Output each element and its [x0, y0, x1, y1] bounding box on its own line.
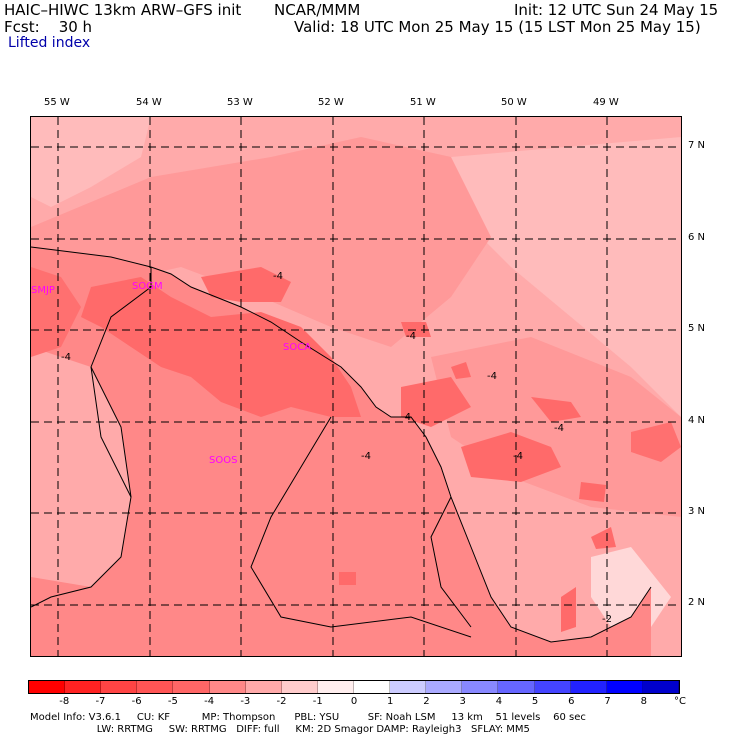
colorbar-tick-label: 8	[640, 696, 647, 707]
colorbar-segment	[606, 681, 643, 693]
light-region	[451, 137, 681, 417]
lon-label: 50 W	[501, 97, 527, 108]
colorbar-segment	[534, 681, 571, 693]
contour-label: -4	[513, 451, 523, 462]
colorbar-tick-label: -3	[240, 696, 251, 707]
model-title: HAIC–HIWC 13km ARW–GFS init	[4, 1, 242, 19]
colorbar-segment	[353, 681, 391, 693]
colorbar	[28, 680, 680, 694]
convective-cell	[401, 377, 471, 427]
colorbar-segment	[29, 681, 66, 693]
coastline	[31, 246, 652, 643]
model-info-line2: LW: RRTMG SW: RRTMG DIFF: full KM: 2D Sm…	[30, 724, 530, 735]
map-panel: -4 -4 -4 -4 -4 -4 -4 -4 -2 SMJP SOGM SOC…	[30, 116, 682, 657]
colorbar-segment	[642, 681, 679, 693]
station-label: SMJP	[31, 285, 55, 296]
convective-cell	[81, 277, 361, 417]
colorbar-unit: °C	[674, 696, 686, 707]
convective-cell	[579, 482, 606, 502]
lat-label: 5 N	[688, 323, 706, 334]
init-time: Init: 12 UTC Sun 24 May 15	[514, 1, 719, 19]
colorbar-segment	[570, 681, 607, 693]
station-label: SOOS	[209, 455, 237, 466]
colorbar-tick-label: 3	[459, 696, 466, 707]
convective-cell	[631, 422, 681, 462]
convective-cell	[591, 527, 616, 549]
colorbar-tick-label: 7	[604, 696, 611, 707]
field-name: Lifted index	[8, 35, 91, 51]
station-label: SOGM	[132, 281, 163, 292]
colorbar-tick-label: 4	[495, 696, 503, 707]
colorbar-tick-label: -8	[59, 696, 70, 707]
mid-region	[431, 337, 681, 517]
valid-time: Valid: 18 UTC Mon 25 May 15 (15 LST Mon …	[294, 18, 701, 36]
colorbar-segment	[65, 681, 102, 693]
lon-label: 54 W	[136, 97, 162, 108]
mid-region	[31, 137, 491, 347]
convective-cell	[201, 267, 291, 302]
colorbar-tick-label: 2	[423, 696, 430, 707]
contour-label: -2	[602, 614, 612, 625]
station-label: SOCA	[283, 342, 311, 353]
colorbar-segment	[173, 681, 210, 693]
convective-cell	[561, 587, 576, 632]
org-label: NCAR/MMM	[274, 1, 361, 19]
convective-cell	[31, 267, 81, 357]
country-border	[250, 416, 472, 638]
colorbar-tick-label: 5	[531, 696, 539, 707]
lon-label: 55 W	[44, 97, 70, 108]
colorbar-segment	[498, 681, 535, 693]
convective-cell	[461, 432, 561, 482]
colorbar-tick-label: 6	[568, 696, 575, 707]
lat-label: 6 N	[688, 232, 706, 243]
colorbar-segment	[209, 681, 246, 693]
colorbar-tick-label: -1	[312, 696, 323, 707]
colorbar-tick-label: -4	[204, 696, 215, 707]
country-border	[430, 496, 472, 628]
country-border	[90, 366, 132, 498]
colorbar-tick-label: -6	[131, 696, 142, 707]
map-svg: -4 -4 -4 -4 -4 -4 -4 -4 -2 SMJP SOGM SOC…	[31, 117, 681, 656]
contour-label: -4	[273, 271, 283, 282]
colorbar-tick-label: 0	[350, 696, 358, 707]
lat-label: 7 N	[688, 140, 706, 151]
lat-label: 2 N	[688, 597, 706, 608]
convective-cell	[339, 572, 356, 585]
contour-label: -4	[401, 412, 411, 423]
colorbar-segment	[137, 681, 174, 693]
lat-label: 4 N	[688, 415, 706, 426]
colorbar-tick-label: 1	[387, 696, 394, 707]
colorbar-segment	[245, 681, 282, 693]
contour-label: -4	[61, 352, 71, 363]
forecast-hour: Fcst: 30 h	[4, 18, 93, 36]
convective-cell	[531, 397, 581, 422]
colorbar-segment	[462, 681, 499, 693]
colorbar-tick-label: -7	[95, 696, 106, 707]
contour-label: -4	[554, 423, 564, 434]
colorbar-segment	[101, 681, 138, 693]
colorbar-tick-label: -5	[167, 696, 178, 707]
lon-label: 52 W	[318, 97, 344, 108]
contour-label: -4	[361, 451, 371, 462]
lat-label: 3 N	[688, 506, 706, 517]
model-info-line1: Model Info: V3.6.1 CU: KF MP: Thompson P…	[30, 712, 586, 723]
light-region	[31, 117, 151, 207]
colorbar-segment	[317, 681, 354, 693]
colorbar-segment	[281, 681, 318, 693]
lon-label: 49 W	[593, 97, 619, 108]
colorbar-tick-label: -2	[276, 696, 287, 707]
lon-label: 53 W	[227, 97, 253, 108]
country-border	[31, 267, 152, 608]
graticule	[31, 117, 681, 656]
lon-label: 51 W	[410, 97, 436, 108]
colorbar-segment	[426, 681, 463, 693]
convective-cell	[451, 362, 471, 379]
contour-label: -4	[406, 331, 416, 342]
colorbar-segment	[390, 681, 427, 693]
contour-label: -4	[487, 371, 497, 382]
